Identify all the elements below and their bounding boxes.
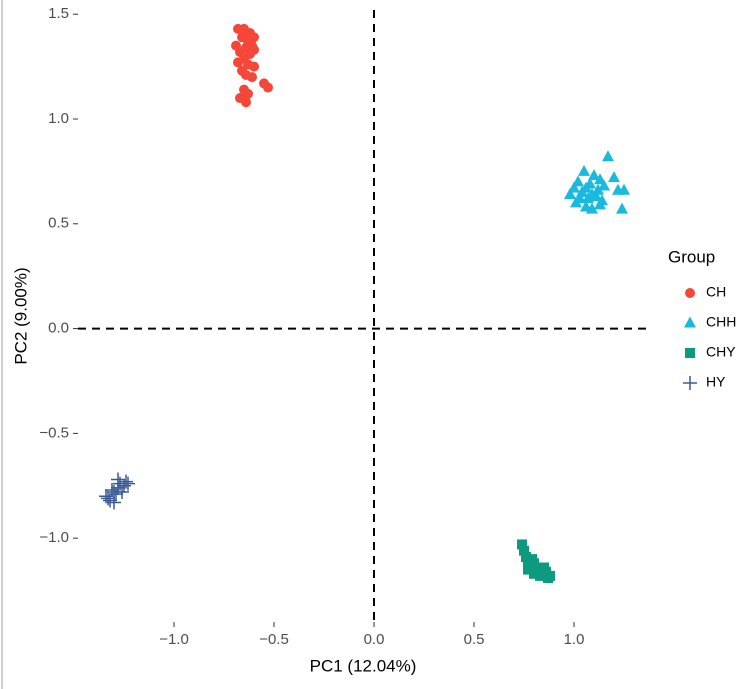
legend-title: Group xyxy=(668,247,715,266)
point xyxy=(107,495,121,510)
legend-marker xyxy=(685,288,695,298)
y-tick-label: 1.0 xyxy=(48,110,69,127)
legend-label: CH xyxy=(706,284,726,300)
point xyxy=(535,570,545,581)
point xyxy=(263,82,273,93)
legend-marker xyxy=(683,376,697,390)
point xyxy=(249,61,259,72)
x-tick-label: 0.0 xyxy=(364,631,385,648)
point xyxy=(243,88,253,99)
point xyxy=(111,472,125,487)
point xyxy=(241,97,251,108)
point xyxy=(105,482,119,497)
point xyxy=(233,57,243,68)
point xyxy=(590,190,602,202)
point xyxy=(578,164,590,176)
y-tick-label: −1.0 xyxy=(39,529,69,546)
point xyxy=(115,485,129,500)
x-axis-title: PC1 (12.04%) xyxy=(310,656,417,675)
legend-marker xyxy=(684,316,696,328)
x-tick-label: 1.0 xyxy=(564,631,585,648)
point xyxy=(594,198,606,210)
legend-marker xyxy=(685,348,695,358)
point xyxy=(588,169,600,181)
point xyxy=(602,150,614,162)
point xyxy=(519,545,529,556)
point xyxy=(598,179,610,191)
point xyxy=(543,572,553,583)
point xyxy=(119,474,133,489)
y-tick-label: −0.5 xyxy=(39,424,69,441)
point xyxy=(517,539,527,550)
point xyxy=(247,72,257,83)
y-tick-label: 0.5 xyxy=(48,215,69,232)
point xyxy=(539,562,549,573)
point xyxy=(570,196,582,208)
point xyxy=(582,192,594,204)
point xyxy=(608,171,620,183)
y-tick-label: 1.5 xyxy=(48,5,69,22)
point xyxy=(618,183,630,195)
legend-label: CHY xyxy=(706,344,736,360)
x-tick-label: 0.5 xyxy=(464,631,485,648)
legend-label: CHH xyxy=(706,314,736,330)
point xyxy=(525,560,535,571)
point xyxy=(586,202,598,214)
legend-label: HY xyxy=(706,374,726,390)
point xyxy=(121,476,135,491)
x-tick-label: −1.0 xyxy=(159,631,189,648)
y-tick-label: 0.0 xyxy=(48,320,69,337)
point xyxy=(564,187,576,199)
point xyxy=(616,202,628,214)
y-axis-title: PC2 (9.00%) xyxy=(11,267,30,364)
x-tick-label: −0.5 xyxy=(259,631,289,648)
